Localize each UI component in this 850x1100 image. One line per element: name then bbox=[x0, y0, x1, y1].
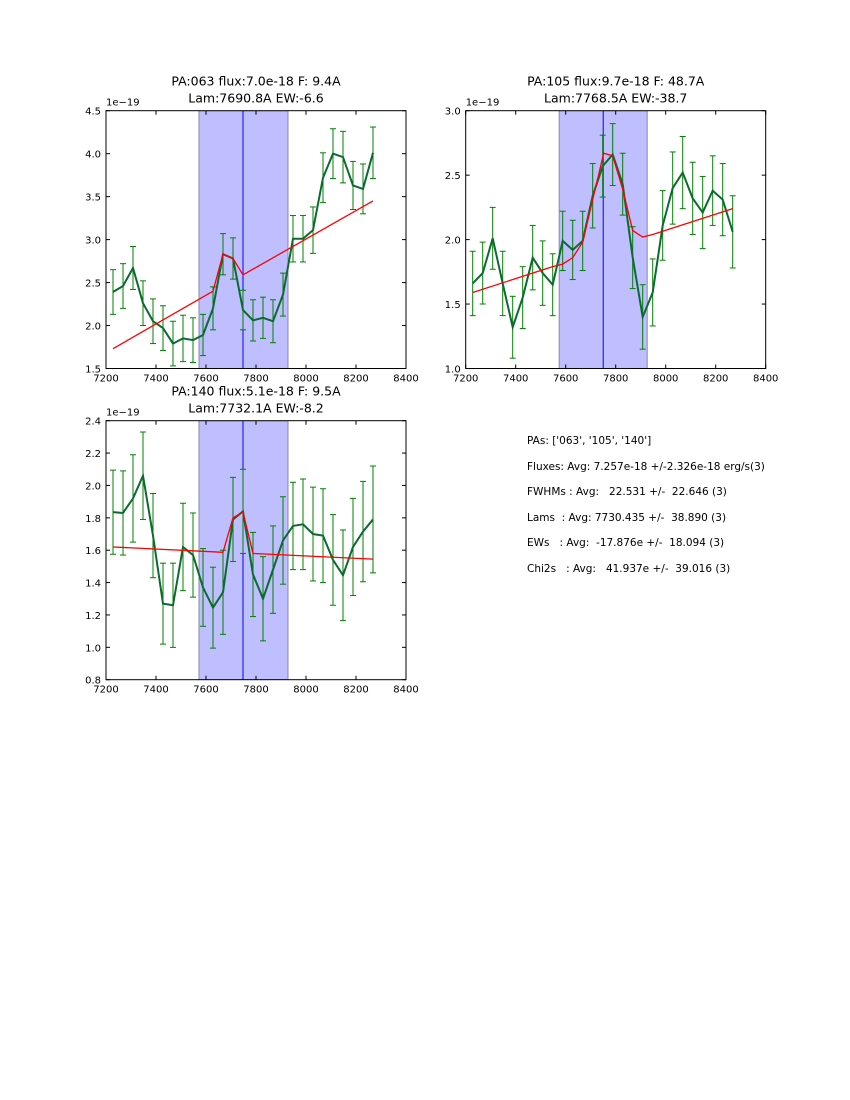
y-tick-label: 2.5 bbox=[445, 171, 461, 182]
y-tick-label: 2.2 bbox=[85, 449, 101, 460]
plot-area bbox=[469, 110, 736, 369]
panel-title-line-1: PA:140 flux:5.1e-18 F: 9.5A bbox=[171, 384, 341, 399]
panel-title-line-2: Lam:7768.5A EW:-38.7 bbox=[544, 91, 687, 106]
y-tick-label: 2.0 bbox=[85, 322, 101, 333]
y-tick-label: 1.0 bbox=[445, 365, 461, 376]
x-tick-label: 7800 bbox=[243, 685, 268, 696]
y-tick-label: 1.5 bbox=[85, 365, 101, 376]
stats-lams: Lams : Avg: 7730.435 +/- 38.890 (3) bbox=[527, 511, 727, 524]
x-tick-label: 7800 bbox=[603, 374, 628, 385]
x-tick-label: 8400 bbox=[753, 374, 778, 385]
y-tick-label: 3.5 bbox=[85, 193, 101, 204]
x-tick-label: 7400 bbox=[503, 374, 528, 385]
x-tick-label: 8000 bbox=[653, 374, 678, 385]
panel-title-line-1: PA:105 flux:9.7e-18 F: 48.7A bbox=[527, 74, 705, 89]
panel-3: 7200 7400 7600 7800 8000 8200 8400 0.8 1.0 1.2 1.4… bbox=[85, 384, 419, 696]
x-tick-label: 7600 bbox=[193, 374, 218, 385]
x-tick-label: 7400 bbox=[143, 374, 168, 385]
summary-stats: PAs: ['063', '105', '140'] Fluxes: Avg: … bbox=[527, 433, 765, 587]
y-tick-label: 1.0 bbox=[85, 643, 101, 654]
y-offset-label: 1e−19 bbox=[466, 98, 500, 109]
stats-pas: PAs: ['063', '105', '140'] bbox=[527, 435, 652, 447]
y-tick-label: 2.0 bbox=[85, 481, 101, 492]
y-tick-label: 1.2 bbox=[85, 611, 101, 622]
x-tick-label: 7200 bbox=[93, 374, 118, 385]
y-offset-label: 1e−19 bbox=[106, 408, 140, 419]
panel-title-line-2: Lam:7690.8A EW:-6.6 bbox=[188, 91, 323, 106]
x-tick-label: 8000 bbox=[293, 685, 318, 696]
panel-title-line-1: PA:063 flux:7.0e-18 F: 9.4A bbox=[171, 74, 341, 89]
y-tick-label: 1.4 bbox=[85, 579, 101, 590]
x-tick-label: 8200 bbox=[703, 374, 728, 385]
y-tick-label: 4.0 bbox=[85, 150, 101, 161]
x-tick-label: 7200 bbox=[453, 374, 478, 385]
x-tick-label: 7800 bbox=[243, 374, 268, 385]
plot-area bbox=[110, 110, 376, 369]
x-tick-label: 7400 bbox=[143, 685, 168, 696]
stats-fluxes: Fluxes: Avg: 7.257e-18 +/-2.326e-18 erg/… bbox=[527, 460, 765, 473]
y-tick-label: 2.0 bbox=[445, 236, 461, 247]
x-tick-label: 8400 bbox=[393, 374, 418, 385]
fit-series-line bbox=[112, 511, 374, 560]
x-tick-label: 8000 bbox=[293, 374, 318, 385]
y-tick-label: 3.0 bbox=[85, 236, 101, 247]
panel-2: 7200 7400 7600 7800 8000 8200 8400 1.0 1.5 2.0 2.5… bbox=[445, 74, 779, 385]
x-tick-label: 8400 bbox=[393, 685, 418, 696]
panel-title-line-2: Lam:7732.1A EW:-8.2 bbox=[188, 401, 323, 416]
y-tick-label: 1.8 bbox=[85, 514, 101, 525]
x-tick-label: 7200 bbox=[93, 685, 118, 696]
stats-ews: EWs : Avg: -17.876e +/- 18.094 (3) bbox=[527, 537, 725, 550]
panel-1: 7200 7400 7600 7800 8000 8200 8400 1.5 2.0 2.5 3.0… bbox=[85, 74, 419, 385]
y-tick-label: 3.0 bbox=[445, 107, 461, 118]
x-tick-label: 8200 bbox=[343, 685, 368, 696]
y-tick-label: 0.8 bbox=[85, 676, 101, 687]
y-tick-label: 1.6 bbox=[85, 546, 101, 557]
y-tick-label: 2.5 bbox=[85, 279, 101, 290]
y-tick-label: 1.5 bbox=[445, 300, 461, 311]
x-tick-label: 8200 bbox=[343, 374, 368, 385]
stats-fwhms: FWHMs : Avg: 22.531 +/- 22.646 (3) bbox=[527, 486, 727, 499]
x-tick-label: 7600 bbox=[553, 374, 578, 385]
plot-area bbox=[110, 420, 376, 680]
y-tick-label: 4.5 bbox=[85, 107, 101, 118]
fit-series-line bbox=[112, 200, 374, 350]
x-tick-label: 7600 bbox=[193, 685, 218, 696]
y-offset-label: 1e−19 bbox=[106, 98, 140, 109]
stats-chi2s: Chi2s : Avg: 41.937e +/- 39.016 (3) bbox=[527, 562, 731, 575]
y-tick-label: 2.4 bbox=[85, 417, 101, 428]
